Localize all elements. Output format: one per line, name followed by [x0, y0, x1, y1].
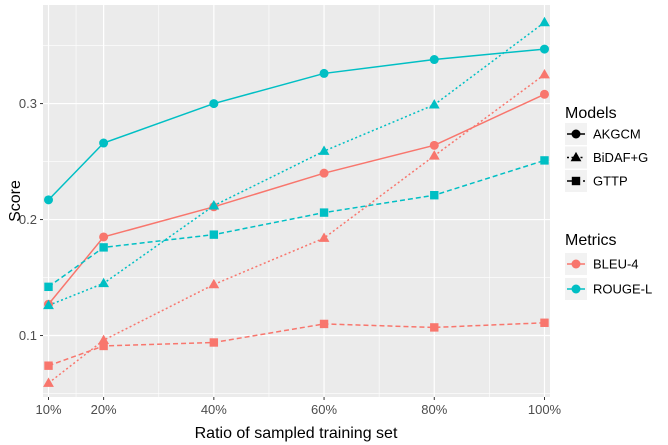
series-layer: [43, 16, 550, 387]
data-point-gttp-bleu-4: [99, 341, 108, 351]
legend-metrics: BLEU-4 ROUGE-L: [565, 253, 652, 300]
data-point-bidaf-g-bleu-4: [318, 232, 330, 242]
data-point-bidaf-g-bleu-4: [539, 68, 550, 79]
data-point-gttp-rouge-l: [99, 243, 108, 252]
legend-label-rouge-l: ROUGE-L: [593, 282, 652, 297]
data-point-akgcm-bleu-4: [429, 140, 439, 150]
minor-gridlines: [43, 5, 550, 397]
data-point-akgcm-rouge-l: [99, 138, 109, 148]
data-point-bidaf-g-bleu-4: [428, 150, 440, 160]
data-point-bidaf-g-bleu-4: [43, 377, 54, 387]
series-line-akgcm-bleu-4: [47, 93, 545, 305]
x-tick-label: 100%: [528, 402, 562, 417]
legend-label-bidaf-g: BiDAF+G: [593, 150, 648, 165]
data-point-akgcm-rouge-l: [539, 44, 549, 54]
series-line-bidaf-g-bleu-4: [48, 73, 545, 384]
x-tick-label: 40%: [201, 402, 227, 417]
data-point-gttp-rouge-l: [44, 282, 53, 292]
data-point-bidaf-g-rouge-l: [428, 99, 440, 109]
data-point-gttp-rouge-l: [319, 208, 329, 217]
legend: Models AKGCM BiDAF+G GTTP Metrics BLEU-4 RO…: [565, 105, 652, 300]
data-point-bidaf-g-rouge-l: [539, 16, 550, 27]
y-axis: 0.1 0.2 0.3: [19, 96, 43, 343]
y-axis-title: Score: [7, 180, 24, 222]
series-line-gttp-bleu-4: [48, 322, 545, 367]
data-point-akgcm-bleu-4: [319, 168, 329, 178]
x-axis-title: Ratio of sampled training set: [195, 425, 398, 442]
data-point-akgcm-bleu-4: [539, 89, 549, 99]
x-axis: 10% 20% 40% 60% 80% 100%: [35, 397, 562, 417]
data-point-bidaf-g-rouge-l: [43, 299, 54, 310]
legend-marker-rouge-l: [571, 284, 581, 294]
data-point-gttp-bleu-4: [319, 319, 329, 329]
legend-models-title: Models: [565, 105, 617, 122]
series-line-akgcm-rouge-l: [47, 48, 545, 201]
data-point-gttp-rouge-l: [540, 156, 549, 165]
data-point-gttp-bleu-4: [430, 323, 439, 332]
data-point-akgcm-rouge-l: [209, 99, 219, 109]
data-point-gttp-bleu-4: [540, 318, 549, 327]
data-point-akgcm-rouge-l: [44, 195, 54, 205]
x-tick-label: 10%: [35, 402, 61, 417]
legend-marker-akgcm: [571, 129, 581, 139]
legend-marker-gttp: [571, 176, 581, 186]
data-point-bidaf-g-bleu-4: [98, 334, 110, 344]
x-tick-label: 20%: [91, 402, 117, 417]
legend-label-bleu-4: BLEU-4: [593, 257, 639, 272]
series-line-bidaf-g-rouge-l: [48, 21, 545, 307]
x-tick-label: 60%: [311, 402, 337, 417]
legend-marker-bidaf-g: [570, 151, 582, 162]
x-tick-label: 80%: [421, 402, 447, 417]
data-point-bidaf-g-rouge-l: [208, 200, 220, 210]
y-tick-label: 0.3: [19, 96, 37, 111]
data-point-akgcm-rouge-l: [319, 68, 329, 78]
data-point-akgcm-rouge-l: [429, 55, 439, 65]
legend-label-gttp: GTTP: [593, 174, 628, 189]
legend-marker-bleu-4: [571, 259, 581, 269]
series-line-gttp-rouge-l: [48, 159, 545, 288]
data-point-bidaf-g-bleu-4: [208, 278, 220, 289]
data-point-gttp-bleu-4: [44, 361, 53, 370]
data-point-gttp-rouge-l: [209, 230, 219, 239]
data-point-bidaf-g-rouge-l: [318, 145, 330, 155]
data-point-akgcm-bleu-4: [99, 232, 109, 242]
y-tick-label: 0.1: [19, 328, 37, 343]
y-tick-label: 0.2: [19, 212, 37, 227]
legend-label-akgcm: AKGCM: [593, 127, 641, 142]
plot-panel: [43, 5, 550, 397]
legend-models: AKGCM BiDAF+G GTTP: [565, 123, 648, 192]
legend-metrics-title: Metrics: [565, 232, 617, 249]
data-point-gttp-bleu-4: [209, 338, 219, 347]
data-point-gttp-rouge-l: [430, 191, 439, 200]
data-point-bidaf-g-rouge-l: [98, 277, 110, 288]
